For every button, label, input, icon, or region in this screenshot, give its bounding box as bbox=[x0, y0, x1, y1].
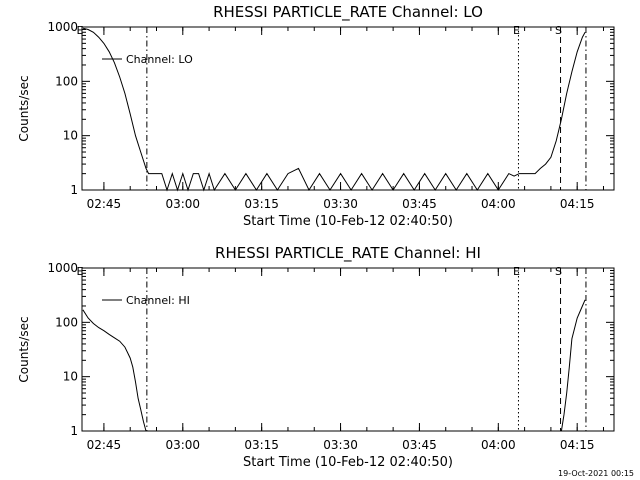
y-tick-label: 1000 bbox=[47, 261, 78, 275]
x-tick-label: 04:15 bbox=[560, 438, 595, 452]
x-tick-label: 03:45 bbox=[402, 438, 437, 452]
event-marker-label: E bbox=[77, 24, 84, 37]
y-tick-label: 1000 bbox=[47, 20, 78, 34]
x-tick-label: 03:00 bbox=[165, 438, 200, 452]
x-tick-label: 03:45 bbox=[402, 197, 437, 211]
y-axis-label: Counts/sec bbox=[17, 316, 31, 382]
y-tick-label: 1 bbox=[70, 424, 78, 438]
y-axis-label: Counts/sec bbox=[17, 75, 31, 141]
plot-frame bbox=[81, 26, 615, 191]
footer-timestamp: 19-Oct-2021 00:15 bbox=[558, 469, 634, 478]
x-tick-label: 04:00 bbox=[481, 438, 516, 452]
x-tick-label: 04:15 bbox=[560, 197, 595, 211]
series-line bbox=[82, 309, 147, 432]
chart-title: RHESSI PARTICLE_RATE Channel: HI bbox=[215, 244, 481, 263]
x-tick-label: 03:00 bbox=[165, 197, 200, 211]
chart-title: RHESSI PARTICLE_RATE Channel: LO bbox=[213, 3, 483, 22]
x-tick-label: 03:30 bbox=[323, 197, 358, 211]
x-tick-label: 02:45 bbox=[87, 438, 122, 452]
event-marker-label: E bbox=[513, 24, 520, 37]
event-marker-label: S bbox=[555, 265, 562, 278]
y-tick-label: 10 bbox=[63, 129, 78, 143]
x-tick-label: 03:15 bbox=[244, 197, 279, 211]
chart-panel-1: RHESSI PARTICLE_RATE Channel: HI 1 10 100 10… bbox=[17, 244, 615, 470]
y-tick-label: 100 bbox=[55, 74, 78, 88]
y-tick-label: 10 bbox=[63, 370, 78, 384]
event-marker-label: E bbox=[77, 265, 84, 278]
series-line bbox=[560, 299, 586, 432]
legend-label: Channel: LO bbox=[126, 53, 193, 66]
x-axis-label: Start Time (10-Feb-12 02:40:50) bbox=[243, 214, 453, 229]
series-line bbox=[82, 27, 586, 192]
x-tick-label: 03:15 bbox=[244, 438, 279, 452]
y-tick-label: 100 bbox=[55, 315, 78, 329]
y-tick-label: 1 bbox=[70, 183, 78, 197]
x-tick-label: 03:30 bbox=[323, 438, 358, 452]
event-marker-label: E bbox=[513, 265, 520, 278]
x-tick-label: 02:45 bbox=[87, 197, 122, 211]
event-marker-label: S bbox=[555, 24, 562, 37]
x-tick-label: 04:00 bbox=[481, 197, 516, 211]
legend-label: Channel: HI bbox=[126, 294, 190, 307]
x-axis-label: Start Time (10-Feb-12 02:40:50) bbox=[243, 455, 453, 470]
plot-frame bbox=[81, 267, 615, 432]
chart-panel-0: RHESSI PARTICLE_RATE Channel: LO 1 10 100 10… bbox=[17, 3, 615, 229]
